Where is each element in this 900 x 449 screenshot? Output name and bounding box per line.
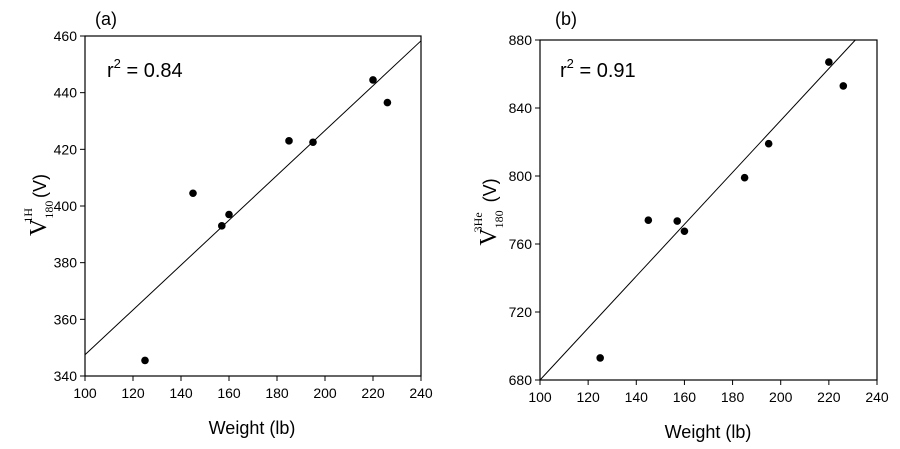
panel-b-r2-sup: 2 [567,56,574,71]
panel-b-y-tick-label-2: 760 [509,236,533,252]
panel-b-y-axis-label: V180 3He (V) [471,178,506,245]
panel-a-x-tick-label-6: 220 [361,385,385,401]
panel-b-r2-prefix: r [560,60,567,82]
panel-a-x-tick-label-0: 100 [73,385,97,401]
chart-panel-b: (b) r2 = 0.91 Weight (lb) V1803He(V) 100… [471,9,889,442]
panel-a-y-tick-label-0: 340 [54,368,78,384]
panel-a-y-label-sub: 180 [42,201,56,219]
panel-b-r2-suffix: = 0.91 [574,60,636,82]
panel-b-data-point-6 [825,58,833,66]
panel-b-plot-frame [539,39,878,381]
panel-a-y-tick-label-5: 440 [54,85,78,101]
panel-a-x-tick-label-1: 120 [121,385,145,401]
panel-a-r2-annotation: r2 = 0.84 [107,56,183,82]
panel-b-y-tick-label-3: 800 [509,168,533,184]
panel-a-x-tick-label-4: 180 [265,385,289,401]
panel-b-data-point-2 [673,217,682,225]
panel-b-data-point-7 [839,82,848,90]
panel-a-y-tick-label-2: 380 [54,255,78,271]
panel-a-fit-line [84,40,422,356]
panel-a-y-label-sup: 1H [21,208,35,223]
panel-b-data-point-1 [644,216,653,224]
panel-b-x-tick-label-1: 120 [576,389,600,405]
panel-a-x-tick-label-5: 200 [313,385,337,401]
panel-a-data-point-0 [141,356,149,365]
panel-b-x-tick-label-7: 240 [865,389,889,405]
panel-b-x-tick-label-5: 200 [769,389,793,405]
panel-a-data-point-6 [369,76,377,84]
panel-b-fit-line [539,39,856,381]
panel-b-y-tick-label-5: 880 [509,32,533,48]
panel-b-data-point-3 [680,227,689,236]
panel-a-x-axis-label: Weight (lb) [209,418,296,438]
panel-b-y-tick-label-1: 720 [509,304,533,320]
panel-b-x-axis-label: Weight (lb) [665,422,752,442]
panel-a-x-tick-label-2: 140 [169,385,193,401]
panel-b-data-point-0 [596,354,604,362]
chart-panel-a: (a) r2 = 0.84 Weight (lb) V1801H(V) 100 1… [21,9,433,438]
panel-b-x-tick-label-3: 160 [673,389,697,405]
panel-a-data-point-5 [309,138,317,147]
panel-b-label: (b) [555,9,577,29]
panel-b-x-tick-label-0: 100 [528,389,552,405]
panel-a-y-tick-label-6: 460 [54,28,78,44]
panel-b-y-label-main: V [476,228,502,246]
panel-a-y-tick-label-1: 360 [54,311,78,327]
panel-b-x-tick-label-2: 140 [625,389,649,405]
panel-b-data-point-4 [740,173,749,182]
panel-b-plot-area: 100 120 140 160 180 200 220 240 680 720 760 800 840 8… [509,32,889,405]
panel-a-y-tick-label-3: 400 [54,198,78,214]
panel-a-data-point-2 [218,222,226,230]
panel-a-x-tick-label-3: 160 [217,385,241,401]
panel-b-r2-annotation: r2 = 0.91 [560,56,636,82]
panel-a-y-label-main: V [26,218,52,236]
panel-b-y-label-sup: 3He [471,212,485,232]
panel-a-data-point-4 [285,137,293,145]
panel-a-data-point-7 [383,98,392,107]
panel-a-r2-prefix: r [107,60,114,82]
panel-a-r2-sup: 2 [114,56,121,71]
panel-a-plot-area: 100 120 140 160 180 200 220 240 340 360 380 400 420 4… [54,28,433,401]
panel-a-data-point-3 [225,210,233,219]
panel-a-x-tick-label-7: 240 [409,385,433,401]
panel-a-label: (a) [95,9,117,29]
panel-a-plot-frame [84,35,422,377]
panel-b-x-tick-label-4: 180 [721,389,745,405]
panel-b-y-tick-label-4: 840 [509,100,533,116]
panel-a-data-point-1 [189,189,197,198]
panel-b-y-label-unit: (V) [480,178,500,202]
panel-a-r2-suffix: = 0.84 [121,60,183,82]
panel-a-y-tick-label-4: 420 [54,141,78,157]
panel-b-y-tick-label-0: 680 [509,372,533,388]
panel-a-y-axis-label: V180 1H (V) [21,174,56,236]
panel-b-y-label-sub: 180 [492,210,506,228]
panel-b-x-tick-label-6: 220 [817,389,841,405]
panel-b-data-point-5 [764,139,773,148]
panel-a-y-label-unit: (V) [30,174,50,198]
